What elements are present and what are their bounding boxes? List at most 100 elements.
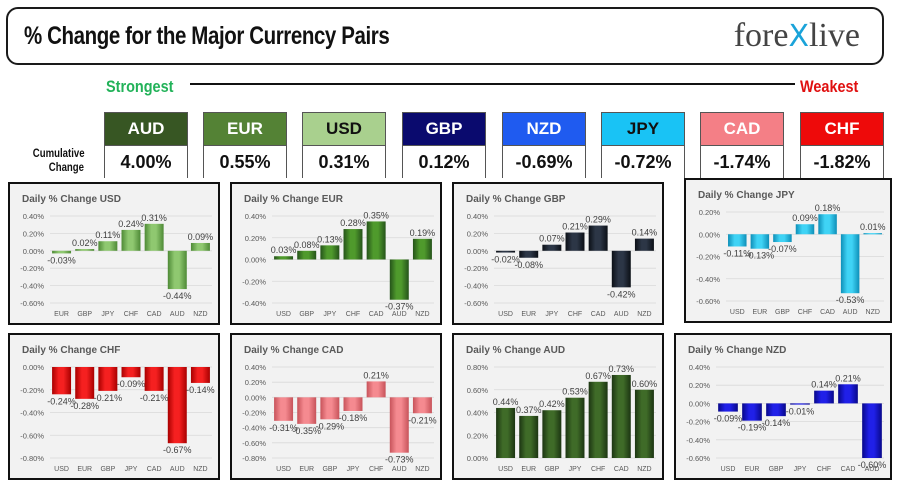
data-label: -0.01% bbox=[786, 406, 815, 416]
x-tick-label: AUD bbox=[392, 466, 407, 473]
cumulative-change-value: -1.82% bbox=[801, 145, 883, 178]
data-label: 0.07% bbox=[539, 234, 565, 244]
y-tick-label: 0.80% bbox=[467, 363, 489, 372]
y-tick-label: -0.20% bbox=[686, 418, 710, 427]
bar-jpy bbox=[121, 367, 141, 378]
data-label: -0.18% bbox=[339, 413, 368, 423]
bar-nzd bbox=[634, 238, 654, 251]
x-tick-label: GBP bbox=[322, 466, 337, 473]
y-tick-label: 0.40% bbox=[689, 363, 711, 372]
bar-aud bbox=[389, 397, 409, 453]
data-label: -0.53% bbox=[836, 295, 865, 305]
y-tick-label: -0.40% bbox=[464, 282, 488, 291]
x-tick-label: USD bbox=[730, 309, 745, 316]
bar-aud bbox=[167, 367, 187, 444]
chart-svg: Daily % Change JPY 0.20% 0.00% -0.20% -0.40%… bbox=[686, 180, 890, 321]
x-tick-label: JPY bbox=[545, 311, 558, 318]
chart-svg: Daily % Change CHF 0.00% -0.20% -0.40% -0.60… bbox=[10, 335, 218, 478]
data-label: -0.44% bbox=[163, 291, 192, 301]
x-tick-label: CAD bbox=[614, 466, 629, 473]
x-tick-label: USD bbox=[54, 466, 69, 473]
bar-gbp bbox=[98, 367, 118, 391]
bar-eur bbox=[297, 397, 317, 424]
data-label: 0.21% bbox=[562, 222, 588, 232]
data-label: -0.02% bbox=[491, 255, 520, 265]
data-label: 0.01% bbox=[860, 222, 886, 232]
data-label: -0.14% bbox=[186, 385, 215, 395]
x-tick-label: CAD bbox=[147, 311, 162, 318]
y-tick-label: 0.40% bbox=[245, 212, 267, 221]
x-tick-label: AUD bbox=[843, 309, 858, 316]
currency-box-jpy: JPY -0.72% bbox=[601, 112, 685, 178]
data-label: -0.31% bbox=[269, 423, 298, 433]
logo-text-left: fore bbox=[733, 17, 789, 54]
data-label: -0.28% bbox=[70, 401, 99, 411]
x-tick-label: CAD bbox=[841, 466, 856, 473]
data-label: 0.08% bbox=[294, 240, 320, 250]
x-tick-label: EUR bbox=[77, 466, 92, 473]
x-tick-label: EUR bbox=[752, 309, 767, 316]
x-tick-label: AUD bbox=[170, 466, 185, 473]
chart-svg: Daily % Change GBP0.40%0.20%0.00%-0.20%-… bbox=[454, 184, 662, 323]
chart-title: Daily % Change USD bbox=[22, 194, 121, 205]
x-tick-label: NZD bbox=[415, 466, 429, 473]
data-label: 0.14% bbox=[632, 228, 658, 238]
y-tick-label: -0.20% bbox=[20, 264, 44, 273]
logo-x-mark-icon: X bbox=[788, 19, 810, 54]
strongest-label: Strongest bbox=[106, 77, 174, 96]
data-label: 0.19% bbox=[410, 228, 436, 238]
currency-code: AUD bbox=[105, 113, 187, 145]
bar-nzd bbox=[190, 367, 210, 383]
bar-cad bbox=[588, 225, 608, 251]
y-tick-label: 0.40% bbox=[467, 212, 489, 221]
bar-jpy bbox=[790, 403, 810, 405]
bar-cad bbox=[144, 223, 164, 251]
x-tick-label: JPY bbox=[125, 466, 138, 473]
chart-nzd: Daily % Change NZD 0.40% 0.20% 0.00% -0.20% -… bbox=[674, 333, 892, 480]
bar-jpy bbox=[98, 241, 118, 251]
data-label: -0.09% bbox=[714, 414, 743, 424]
cumulative-change-value: -1.74% bbox=[701, 145, 783, 178]
currency-box-usd: USD 0.31% bbox=[302, 112, 386, 178]
data-label: -0.73% bbox=[385, 455, 414, 465]
x-tick-label: USD bbox=[498, 311, 513, 318]
bar-chf bbox=[343, 229, 363, 260]
data-label: 0.31% bbox=[141, 213, 167, 223]
x-tick-label: AUD bbox=[614, 311, 629, 318]
currency-box-chf: CHF -1.82% bbox=[800, 112, 884, 178]
y-tick-label: 0.00% bbox=[467, 454, 489, 463]
data-label: 0.21% bbox=[363, 370, 389, 380]
data-label: -0.07% bbox=[768, 244, 797, 254]
data-label: -0.67% bbox=[163, 445, 192, 455]
logo-text-right: live bbox=[809, 17, 860, 54]
bar-eur bbox=[75, 367, 95, 399]
bar-jpy bbox=[565, 397, 585, 458]
data-label: 0.29% bbox=[585, 215, 611, 225]
data-label: -0.21% bbox=[408, 415, 437, 425]
cumulative-change-value: 0.31% bbox=[303, 145, 385, 178]
y-tick-label: 0.20% bbox=[245, 234, 267, 243]
chart-title: Daily % Change EUR bbox=[244, 194, 344, 205]
bar-aud bbox=[862, 403, 882, 458]
data-label: 0.09% bbox=[792, 213, 818, 223]
y-tick-label: 0.40% bbox=[245, 363, 267, 372]
bar-cad bbox=[818, 214, 837, 235]
x-tick-label: NZD bbox=[193, 466, 207, 473]
bar-chf bbox=[795, 224, 815, 235]
x-tick-label: USD bbox=[276, 311, 291, 318]
bar-chf bbox=[121, 229, 141, 251]
x-tick-label: CAD bbox=[147, 466, 162, 473]
data-label: 0.67% bbox=[585, 371, 611, 381]
data-label: -0.24% bbox=[47, 396, 76, 406]
data-label: 0.35% bbox=[363, 210, 389, 220]
x-tick-label: CAD bbox=[369, 311, 384, 318]
data-label: 0.21% bbox=[835, 373, 861, 383]
data-label: 0.44% bbox=[493, 397, 519, 407]
y-tick-label: 0.00% bbox=[467, 247, 489, 256]
chart-svg: Daily % Change USD0.40%0.20%0.00%-0.20%-… bbox=[10, 184, 218, 323]
bar-nzd bbox=[412, 238, 432, 260]
bar-cad bbox=[838, 384, 858, 404]
chart-title: Daily % Change GBP bbox=[466, 194, 566, 205]
bar-usd bbox=[52, 367, 72, 395]
y-tick-label: -0.20% bbox=[696, 253, 720, 262]
